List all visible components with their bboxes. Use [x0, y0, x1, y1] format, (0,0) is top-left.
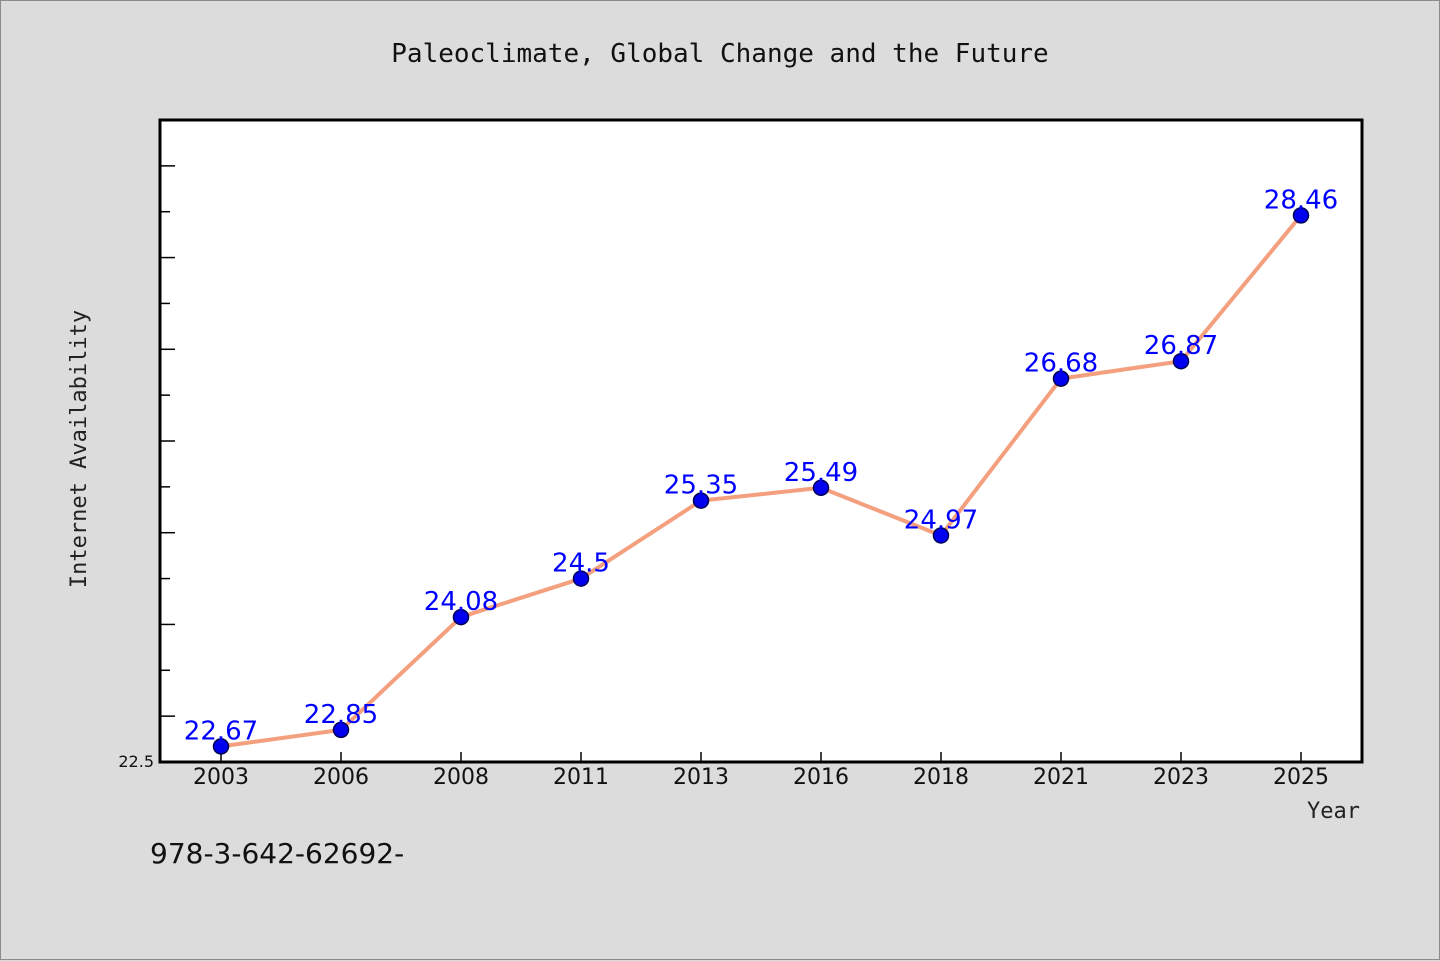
- x-tick-label: 2021: [1033, 765, 1089, 790]
- data-point: [212, 738, 230, 755]
- x-axis-ticks: [220, 752, 1302, 762]
- data-point: [572, 570, 590, 587]
- data-point: [812, 479, 830, 497]
- series-markers: [212, 207, 1310, 755]
- data-label: 22.67: [184, 716, 258, 746]
- x-tick-label: 2003: [193, 765, 249, 790]
- x-tick-label: 2016: [793, 765, 849, 790]
- data-point: [1172, 352, 1190, 370]
- x-tick-labels: 2003 2006 2008 2011 2013 2016 2018 2021 2023 2025: [193, 765, 1329, 790]
- data-point: [932, 527, 950, 544]
- x-tick-label: 2013: [673, 765, 729, 790]
- data-point: [452, 608, 470, 626]
- data-label: 26.68: [1024, 349, 1098, 379]
- data-point: [692, 492, 710, 509]
- x-tick-label: 2023: [1153, 765, 1209, 790]
- series-line: [220, 214, 1303, 749]
- data-label: 22.85: [304, 700, 378, 730]
- data-point: [1292, 207, 1310, 224]
- x-tick-label: 2006: [313, 765, 369, 790]
- data-label: 25.35: [664, 471, 738, 501]
- data-label: 28.46: [1264, 185, 1338, 215]
- data-label: 24.08: [424, 587, 498, 617]
- data-point: [332, 721, 350, 739]
- plot-area: [158, 118, 1364, 764]
- x-tick-label: 2025: [1273, 765, 1329, 790]
- isbn-footnote: 978-3-642-62692-: [150, 837, 404, 870]
- data-label: 24.97: [904, 505, 978, 535]
- data-label: 26.87: [1144, 331, 1218, 361]
- chart-title: Paleoclimate, Global Change and the Futu…: [391, 39, 1048, 69]
- x-tick-label: 2018: [913, 765, 969, 790]
- data-labels: 22.67 22.85 24.08 24.5 25.35 25.49 24.97 26.68 2…: [184, 185, 1338, 746]
- y-axis-ticks: [160, 119, 175, 763]
- data-label: 25.49: [784, 458, 858, 488]
- data-label: 24.5: [552, 549, 610, 579]
- x-tick-label: 2008: [433, 765, 489, 790]
- x-axis-label: Year: [1307, 799, 1360, 824]
- data-point: [1052, 370, 1070, 387]
- y-tick-label: 22.5: [118, 752, 154, 771]
- x-tick-label: 2011: [553, 765, 609, 790]
- y-axis-label: Internet Availability: [67, 310, 92, 588]
